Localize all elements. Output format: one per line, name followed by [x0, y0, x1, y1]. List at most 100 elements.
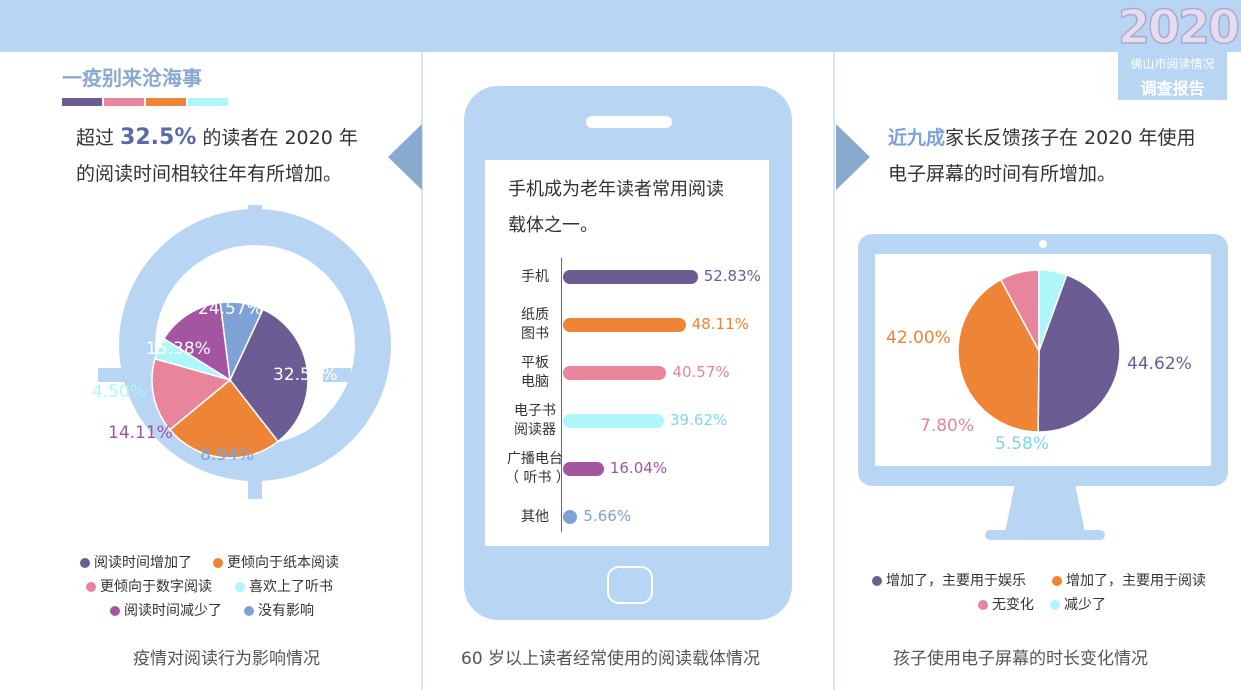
legend-item-r3: 减少了	[1050, 594, 1106, 614]
bar-1	[563, 318, 686, 332]
bar-category-label-4: 广播电台 （ 听书 ）	[505, 450, 570, 488]
legend-dot	[86, 582, 96, 592]
left-desc-line2: 的阅读时间相较往年有所增加。	[76, 163, 343, 185]
pie2-slice-0	[1037, 273, 1121, 433]
legend-dot	[1050, 600, 1060, 610]
legend-item-2: 更倾向于数字阅读	[86, 576, 212, 596]
right-desc-highlight: 近九成	[888, 127, 946, 149]
legend-dot	[110, 606, 120, 616]
legend-label: 无变化	[992, 597, 1034, 613]
left-caption: 疫情对阅读行为影响情况	[133, 649, 320, 669]
bar-value-label-2: 40.57%	[672, 363, 730, 381]
left-description: 超过 32.5% 的读者在 2020 年 的阅读时间相较往年有所增加。	[76, 120, 396, 192]
legend-item-r0: 增加了，主要用于娱乐	[872, 570, 1026, 590]
left-desc-post: 的读者在 2020 年	[196, 127, 358, 149]
arrow-left-icon	[388, 124, 422, 190]
legend-dot	[80, 558, 90, 568]
arrow-right-icon	[836, 124, 870, 190]
legend-item-3: 喜欢上了听书	[235, 576, 333, 596]
phone-speaker	[586, 116, 672, 128]
pie2-label-2: 7.80%	[920, 416, 975, 436]
right-desc-line2: 电子屏幕的时间有所增加。	[888, 163, 1117, 185]
pie1-slice-2	[151, 357, 232, 431]
badge-year: 2020	[1117, 0, 1241, 55]
legend-label: 更倾向于数字阅读	[100, 579, 212, 595]
legend-item-1: 更倾向于纸本阅读	[213, 552, 339, 572]
legend-dot	[213, 558, 223, 568]
legend-item-r2: 无变化	[978, 594, 1034, 614]
pie1-label-5: 8.94%	[200, 445, 254, 465]
bar-category-line: 手机	[521, 268, 549, 285]
pie2-slice-1	[957, 278, 1040, 433]
legend-dot	[244, 606, 254, 616]
bar-value-label-5: 5.66%	[583, 507, 632, 525]
pie1-slice-5	[219, 301, 264, 383]
tick-north	[248, 205, 262, 233]
bar-2	[563, 366, 667, 380]
legend-label: 减少了	[1064, 597, 1106, 613]
pie2-label-3: 5.58%	[995, 434, 1050, 454]
legend-dot	[235, 582, 245, 592]
stripe-orange	[146, 98, 186, 106]
pie1-label-3: 4.50%	[92, 382, 146, 402]
legend-label: 增加了，主要用于娱乐	[886, 573, 1026, 589]
monitor-camera	[1039, 240, 1047, 248]
middle-caption: 60 岁以上读者经常使用的阅读载体情况	[461, 649, 761, 669]
bar-category-label-1: 纸质 图书	[505, 306, 565, 344]
bar-axis-line	[561, 258, 562, 532]
legend-item-4: 阅读时间减少了	[110, 600, 222, 620]
pie1-slice-1	[168, 378, 280, 459]
right-caption: 孩子使用电子屏幕的时长变化情况	[893, 649, 1148, 669]
bar-value-label-4: 16.04%	[609, 459, 668, 477]
middle-description: 手机成为老年读者常用阅读 载体之一。	[508, 172, 768, 244]
bar-value-label-0: 52.83%	[703, 267, 761, 285]
middle-desc-line2: 载体之一。	[508, 215, 598, 236]
legend-dot	[978, 600, 988, 610]
divider-right	[833, 52, 835, 690]
bar-category-line: 平板	[521, 355, 549, 371]
pie1-slice-4	[162, 301, 231, 382]
bar-0	[563, 270, 698, 284]
bar-category-line: 其他	[521, 508, 549, 525]
legend-dot	[1052, 576, 1062, 586]
bar-5	[563, 510, 578, 524]
bar-category-label-2: 平板 电脑	[505, 354, 565, 392]
stripe-pink	[104, 98, 144, 106]
legend-label: 没有影响	[258, 603, 314, 619]
badge-line1: 佛山市阅读情况	[1130, 57, 1215, 71]
left-desc-highlight: 32.5%	[120, 125, 197, 150]
right-description: 近九成家长反馈孩子在 2020 年使用 电子屏幕的时间有所增加。	[888, 120, 1228, 192]
bar-category-line: 广播电台	[507, 451, 563, 467]
divider-left	[421, 52, 423, 690]
reading-behavior-pie-chart	[98, 205, 391, 499]
bar-category-label-0: 手机	[505, 268, 565, 287]
pie1-label-4: 14.11%	[108, 423, 173, 443]
bar-3	[563, 414, 665, 428]
bar-value-label-3: 39.62%	[670, 411, 728, 429]
screen-time-pie-chart	[957, 269, 1121, 433]
pie2-label-1: 42.00%	[886, 328, 951, 348]
bar-category-line: （ 听书 ）	[505, 470, 570, 486]
legend-item-5: 没有影响	[244, 600, 314, 620]
pie1-label-1: 24.57%	[198, 299, 263, 319]
tick-west	[98, 368, 126, 382]
section-title: 一疫别来沧海事	[62, 66, 202, 90]
stripe-purple	[62, 98, 102, 106]
bar-category-label-3: 电子书 阅读器	[505, 402, 565, 440]
pie1-label-0: 32.51%	[273, 365, 338, 385]
pie1-label-layer: 32.51% 24.57% 15.38% 4.50% 14.11% 8.94%	[92, 299, 338, 465]
legend-item-r1: 增加了，主要用于阅读	[1052, 570, 1206, 590]
tick-south	[248, 471, 262, 499]
pie2-label-0: 44.62%	[1127, 354, 1192, 374]
pie1-slice-0	[229, 308, 309, 443]
phone-home-button	[607, 566, 653, 604]
phone-screen	[485, 160, 769, 546]
legend-label: 阅读时间增加了	[94, 555, 192, 571]
left-desc-pre: 超过	[76, 127, 121, 149]
legend-label: 更倾向于纸本阅读	[227, 555, 339, 571]
bar-category-line: 图书	[521, 326, 549, 342]
bar-value-label-1: 48.11%	[691, 315, 749, 333]
tick-east	[323, 368, 351, 382]
report-badge: 2020 佛山市阅读情况 调查报告	[1117, 0, 1241, 100]
legend-dot	[872, 576, 882, 586]
